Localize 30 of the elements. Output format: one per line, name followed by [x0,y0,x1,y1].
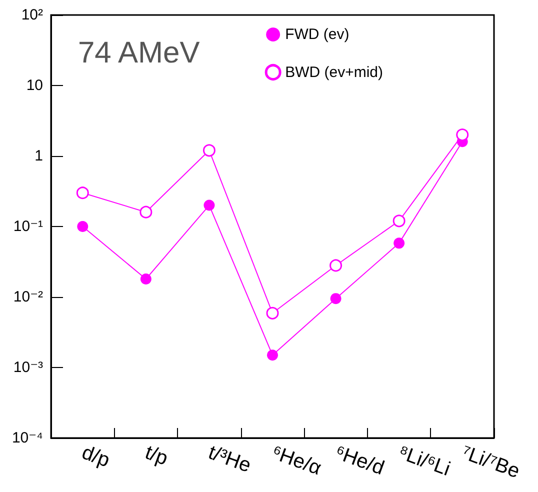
x-tick-label: ⁶He/α [268,442,324,480]
point [330,259,342,272]
point [456,128,469,142]
x-tick-label: t/p [142,442,171,470]
x-tick-label: ⁶He/d [332,442,387,480]
point [77,221,88,232]
annotation: 74 AMeV [78,36,200,70]
y-tick-label: 10⁻² [13,288,43,306]
point [204,200,215,211]
y-tick-label: 10 [26,77,43,94]
y-tick-label: 10⁻³ [13,359,43,376]
y-tick-label: 10⁻⁴ [12,430,43,446]
point [266,306,279,320]
point [392,214,406,228]
point [330,293,342,304]
x-tick-label: ⁸Li/⁶Li [395,442,453,481]
point [140,206,152,218]
legend-label: BWD (ev+mid) [285,64,384,81]
x-tick-label: ⁷Li/⁷Be [458,442,523,483]
y-tick-label: 10⁻¹ [13,218,43,235]
x-tick-label: d/p [78,442,113,472]
point [202,144,216,157]
point [140,274,152,284]
y-tick-label: 1 [34,148,43,164]
y-tick-label: 10² [21,6,43,24]
legend-label: FWD (ev) [285,26,350,43]
x-tick-label: t/³He [205,442,254,478]
point [394,238,405,249]
point [267,350,278,361]
point [76,186,89,200]
